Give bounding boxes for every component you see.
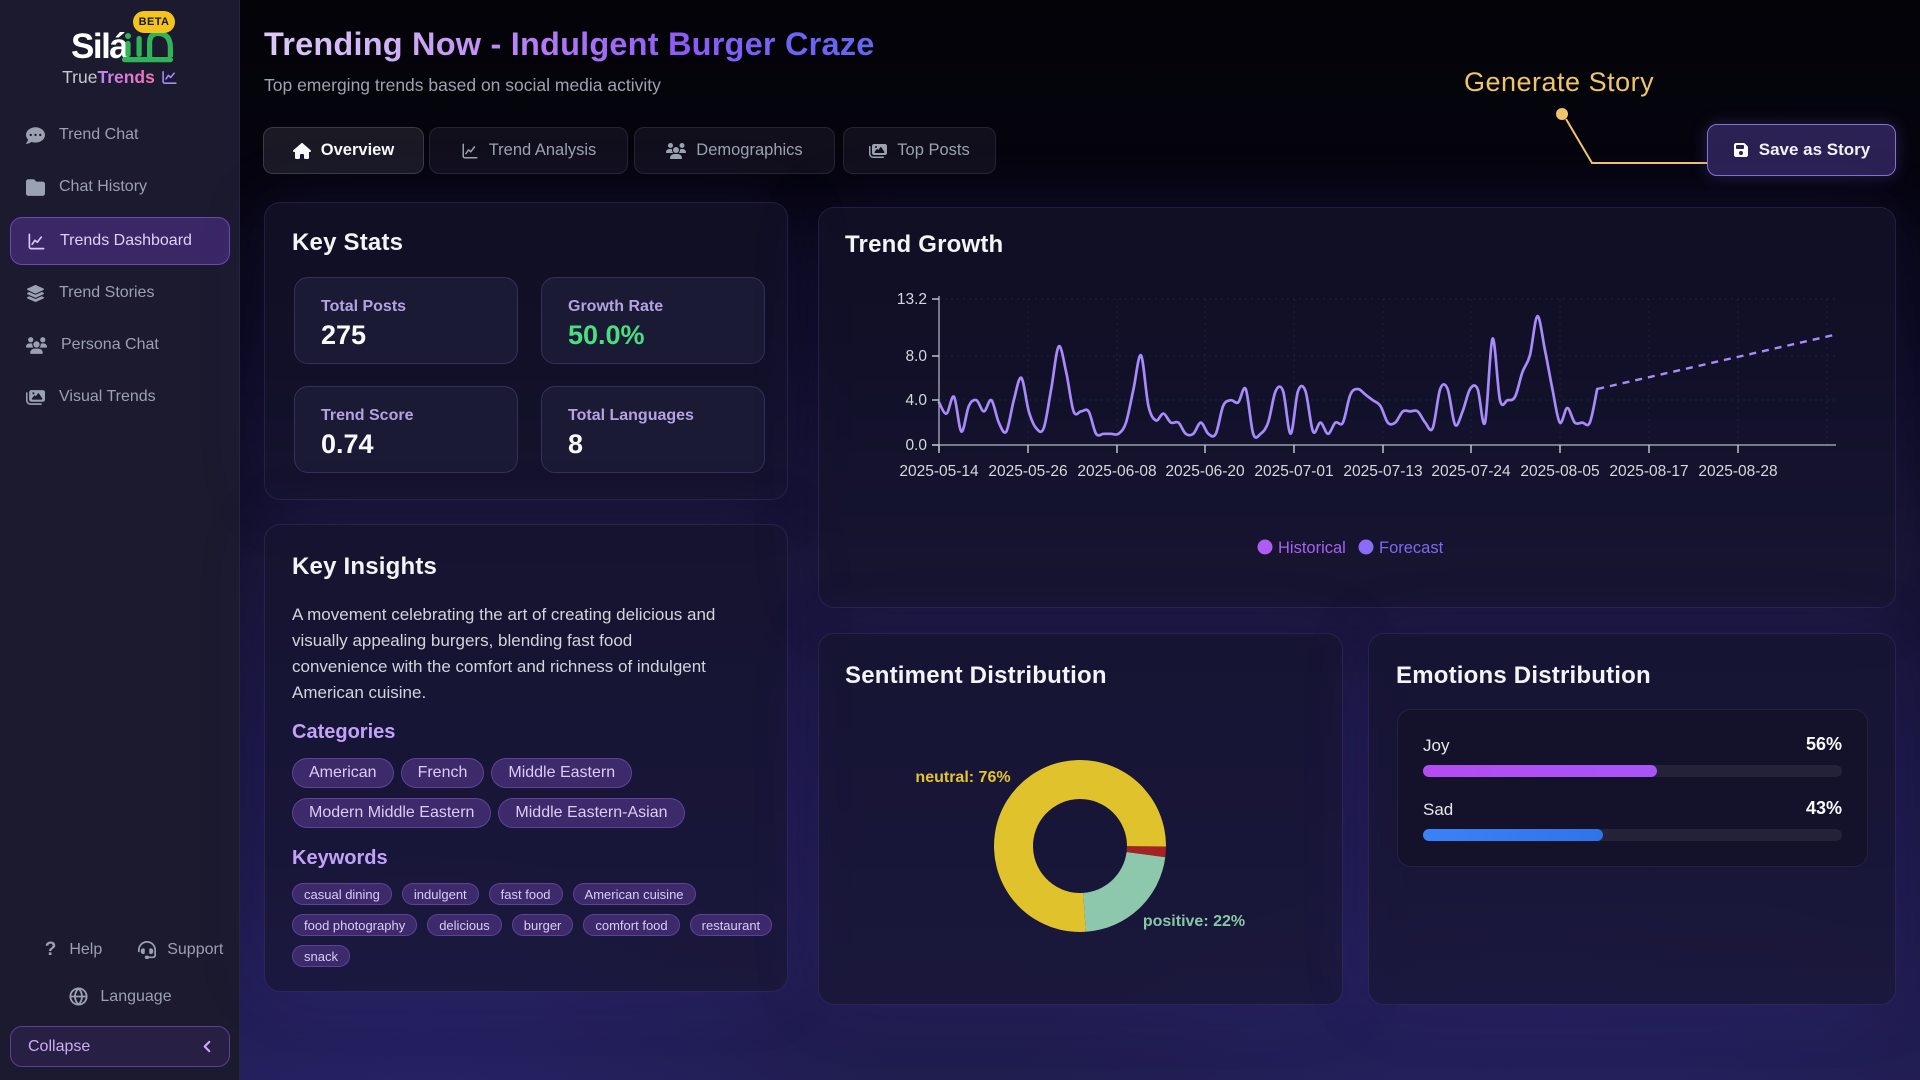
svg-text:4.0: 4.0 [905, 392, 927, 409]
svg-text:2025-05-14: 2025-05-14 [899, 463, 979, 480]
svg-text:Historical: Historical [1278, 539, 1346, 557]
svg-text:2025-07-01: 2025-07-01 [1254, 463, 1333, 480]
svg-text:2025-08-17: 2025-08-17 [1609, 463, 1688, 480]
svg-text:positive: 22%: positive: 22% [1143, 913, 1245, 930]
svg-text:2025-07-24: 2025-07-24 [1431, 463, 1511, 480]
svg-text:2025-08-28: 2025-08-28 [1698, 463, 1777, 480]
svg-text:2025-08-05: 2025-08-05 [1520, 463, 1599, 480]
svg-text:8.0: 8.0 [905, 348, 927, 365]
svg-text:2025-05-26: 2025-05-26 [988, 463, 1067, 480]
svg-text:neutral: 76%: neutral: 76% [915, 769, 1010, 786]
svg-text:13.2: 13.2 [897, 291, 927, 308]
svg-text:2025-07-13: 2025-07-13 [1343, 463, 1422, 480]
svg-text:2025-06-20: 2025-06-20 [1165, 463, 1245, 480]
svg-text:Forecast: Forecast [1379, 539, 1444, 557]
svg-text:0.0: 0.0 [905, 437, 927, 454]
svg-text:2025-06-08: 2025-06-08 [1077, 463, 1156, 480]
